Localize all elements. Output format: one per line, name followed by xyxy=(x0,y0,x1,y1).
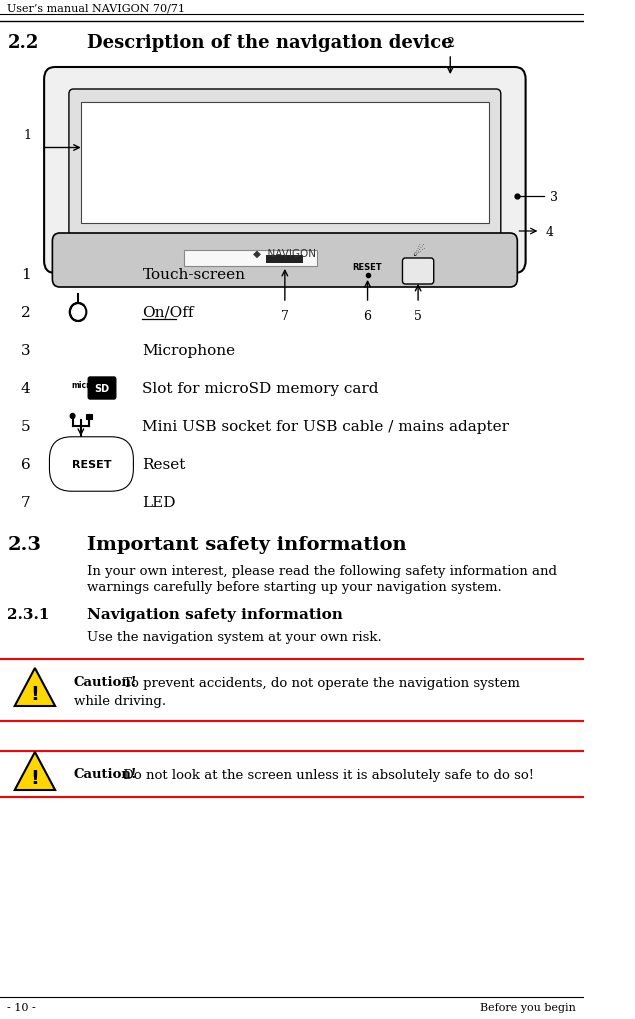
Text: Description of the navigation device: Description of the navigation device xyxy=(87,34,453,52)
Text: Caution!: Caution! xyxy=(74,676,137,689)
Text: Navigation safety information: Navigation safety information xyxy=(87,607,343,622)
Text: 7: 7 xyxy=(281,310,289,323)
Bar xyxy=(184,251,317,267)
Text: SD: SD xyxy=(95,383,110,393)
FancyBboxPatch shape xyxy=(88,378,116,399)
Text: 6: 6 xyxy=(21,458,30,472)
Text: To prevent accidents, do not operate the navigation system: To prevent accidents, do not operate the… xyxy=(119,676,520,689)
Bar xyxy=(267,256,304,264)
Text: micro: micro xyxy=(72,380,96,389)
Text: 2: 2 xyxy=(446,37,454,50)
Text: Microphone: Microphone xyxy=(142,343,236,358)
Text: 2.2: 2.2 xyxy=(8,34,39,52)
Polygon shape xyxy=(15,668,55,706)
Text: - 10 -: - 10 - xyxy=(8,1002,36,1012)
FancyBboxPatch shape xyxy=(403,259,434,284)
Polygon shape xyxy=(15,752,55,790)
Bar xyxy=(81,103,489,224)
Text: Caution!: Caution! xyxy=(74,767,137,781)
Text: 1: 1 xyxy=(21,268,30,281)
Text: 4: 4 xyxy=(21,382,30,395)
Text: LED: LED xyxy=(142,495,176,510)
Text: 2: 2 xyxy=(21,306,30,320)
Text: 1: 1 xyxy=(23,128,32,142)
Text: Use the navigation system at your own risk.: Use the navigation system at your own ri… xyxy=(87,631,382,644)
Text: 5: 5 xyxy=(414,310,422,323)
Text: 7: 7 xyxy=(21,495,30,510)
Text: 4: 4 xyxy=(546,225,554,238)
Text: !: ! xyxy=(30,767,39,787)
Text: 2.3: 2.3 xyxy=(8,535,41,553)
Text: ☄: ☄ xyxy=(412,245,424,259)
Circle shape xyxy=(70,414,75,419)
Text: while driving.: while driving. xyxy=(74,694,166,707)
Text: Before you begin: Before you begin xyxy=(480,1002,576,1012)
Text: 2.3.1: 2.3.1 xyxy=(8,607,50,622)
Text: warnings carefully before starting up your navigation system.: warnings carefully before starting up yo… xyxy=(87,581,502,594)
Text: RESET: RESET xyxy=(353,263,382,272)
Text: ◆  NAVIGON: ◆ NAVIGON xyxy=(253,249,316,259)
FancyBboxPatch shape xyxy=(69,90,501,236)
Text: 3: 3 xyxy=(549,191,558,204)
Text: Do not look at the screen unless it is absolutely safe to do so!: Do not look at the screen unless it is a… xyxy=(119,767,534,781)
Text: In your own interest, please read the following safety information and: In your own interest, please read the fo… xyxy=(87,565,558,578)
Bar xyxy=(86,415,92,420)
Text: On/Off: On/Off xyxy=(142,306,194,320)
Text: User’s manual NAVIGON 70/71: User’s manual NAVIGON 70/71 xyxy=(8,3,185,13)
Text: 6: 6 xyxy=(364,310,371,323)
Text: Important safety information: Important safety information xyxy=(87,535,407,553)
Text: Touch-screen: Touch-screen xyxy=(142,268,246,281)
Text: !: ! xyxy=(30,684,39,703)
FancyBboxPatch shape xyxy=(52,233,518,287)
Text: RESET: RESET xyxy=(72,460,111,470)
FancyBboxPatch shape xyxy=(44,68,526,274)
Text: Slot for microSD memory card: Slot for microSD memory card xyxy=(142,382,379,395)
Text: Reset: Reset xyxy=(142,458,186,472)
Text: 5: 5 xyxy=(21,420,30,433)
Text: 3: 3 xyxy=(21,343,30,358)
Text: Mini USB socket for USB cable / mains adapter: Mini USB socket for USB cable / mains ad… xyxy=(142,420,509,433)
